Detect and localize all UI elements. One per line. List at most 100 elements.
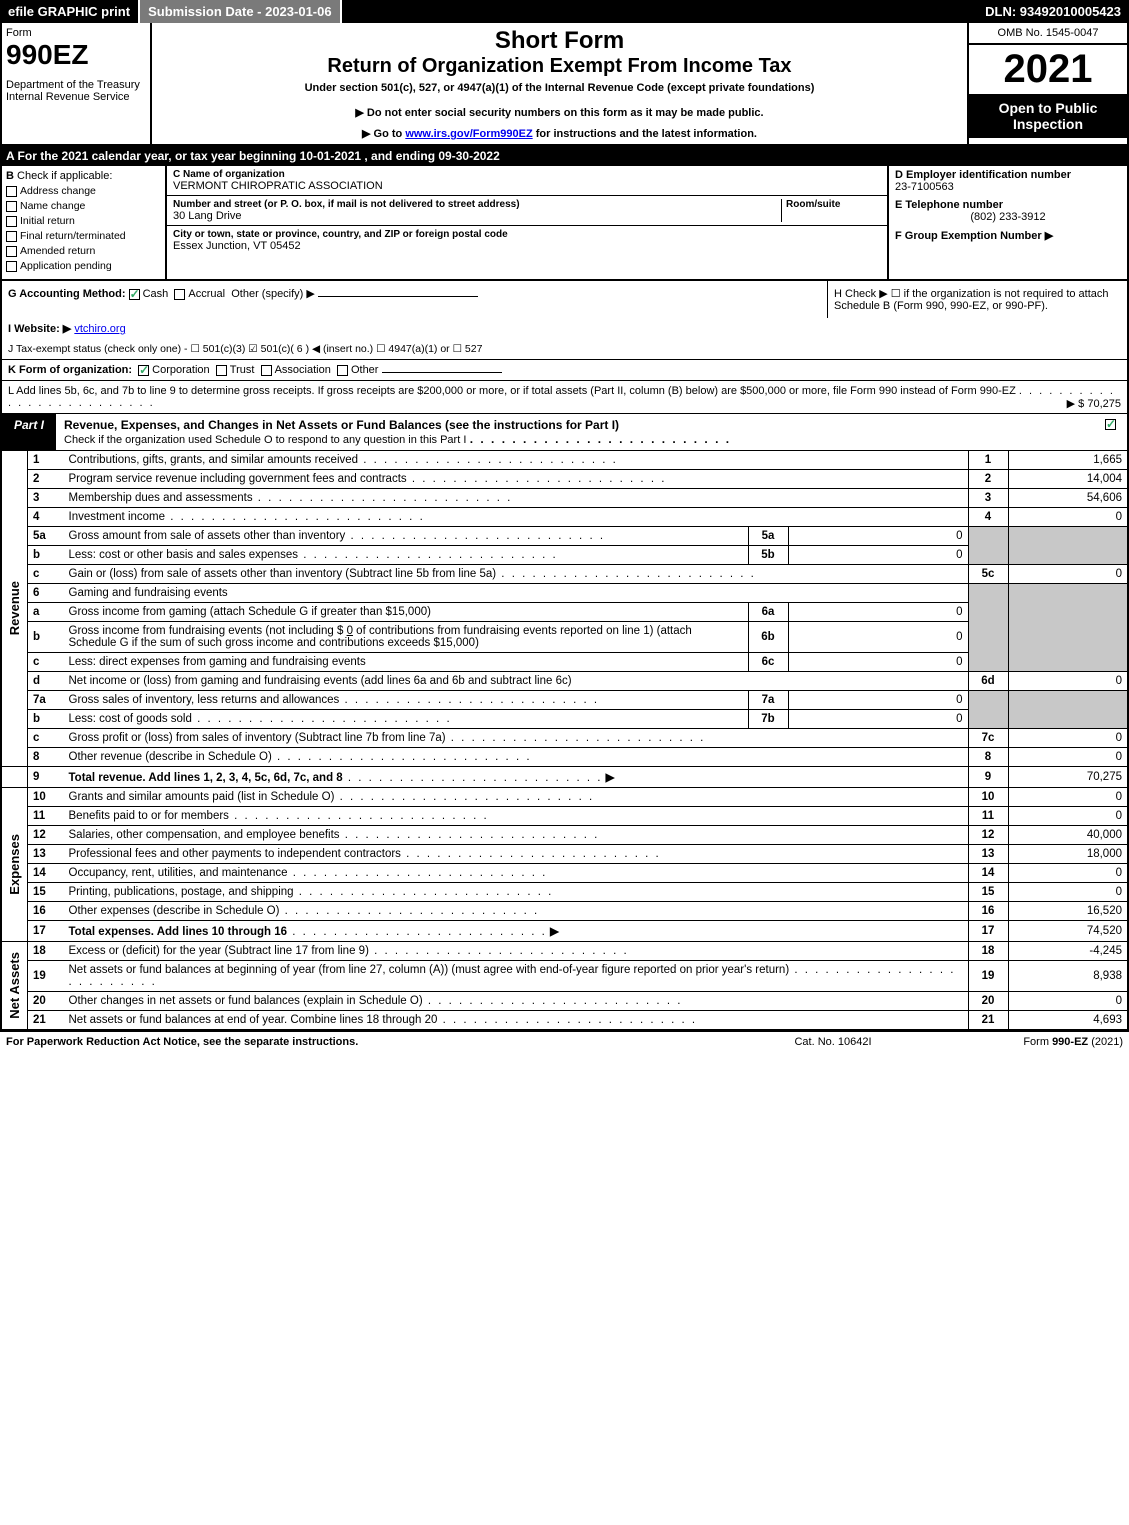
- g-accrual-check[interactable]: [174, 289, 185, 300]
- b-opt-amended[interactable]: Amended return: [6, 245, 161, 257]
- line-6a-sublbl: 6a: [748, 603, 788, 622]
- line-5a-num: 5a: [28, 527, 64, 546]
- g-other-blank[interactable]: [318, 296, 478, 297]
- line-13-box: 13: [968, 845, 1008, 864]
- line-18-box: 18: [968, 942, 1008, 961]
- c-city-lbl: City or town, state or province, country…: [173, 229, 881, 240]
- arrow-icon: ▶: [550, 926, 559, 938]
- goto-link[interactable]: www.irs.gov/Form990EZ: [405, 128, 532, 140]
- k-corp-check[interactable]: [138, 365, 149, 376]
- goto-pre: ▶ Go to: [362, 128, 405, 140]
- b-opt-initial-label: Initial return: [20, 215, 75, 227]
- b-opt-pending-label: Application pending: [20, 260, 112, 272]
- k-assoc: Association: [275, 364, 331, 376]
- line-20-desc: Other changes in net assets or fund bala…: [69, 995, 423, 1007]
- line-7a-num: 7a: [28, 691, 64, 710]
- k-assoc-check[interactable]: [261, 365, 272, 376]
- dln: DLN: 93492010005423: [977, 0, 1129, 23]
- return-title: Return of Organization Exempt From Incom…: [160, 55, 959, 78]
- line-13-desc: Professional fees and other payments to …: [69, 848, 401, 860]
- k-corp: Corporation: [152, 364, 209, 376]
- h-check: H Check ▶ ☐ if the organization is not r…: [827, 281, 1127, 318]
- g-cash-check[interactable]: [129, 289, 140, 300]
- b-opt-address[interactable]: Address change: [6, 185, 161, 197]
- line-5b-desc: Less: cost or other basis and sales expe…: [69, 549, 299, 561]
- revenue-table: Revenue 1Contributions, gifts, grants, a…: [0, 451, 1129, 1030]
- line-19-box: 19: [968, 961, 1008, 992]
- website-link[interactable]: vtchiro.org: [74, 323, 125, 335]
- b-opt-amended-label: Amended return: [20, 245, 95, 257]
- k-form-org: K Form of organization: Corporation Trus…: [0, 360, 1129, 381]
- ein-value: 23-7100563: [895, 181, 1121, 193]
- b-opt-pending[interactable]: Application pending: [6, 260, 161, 272]
- line-12-desc: Salaries, other compensation, and employ…: [69, 829, 340, 841]
- line-5a-desc: Gross amount from sale of assets other t…: [69, 530, 346, 542]
- part-i-checkbox[interactable]: [1097, 414, 1127, 450]
- l-amount: ▶ $ 70,275: [1067, 397, 1121, 410]
- k-trust-check[interactable]: [216, 365, 227, 376]
- j-status: J Tax-exempt status (check only one) - ☐…: [0, 339, 1129, 360]
- formv-post: (2021): [1088, 1036, 1123, 1048]
- line-20-num: 20: [28, 992, 64, 1011]
- k-other-check[interactable]: [337, 365, 348, 376]
- line-6a-subval: 0: [788, 603, 968, 622]
- line-8-desc: Other revenue (describe in Schedule O): [69, 751, 272, 763]
- line-5b-sublbl: 5b: [748, 546, 788, 565]
- line-21-num: 21: [28, 1011, 64, 1030]
- line-13-val: 18,000: [1008, 845, 1128, 864]
- line-5a-sublbl: 5a: [748, 527, 788, 546]
- col-c: C Name of organization VERMONT CHIROPRAT…: [167, 166, 887, 279]
- line-4-desc: Investment income: [69, 511, 166, 523]
- line-12-box: 12: [968, 826, 1008, 845]
- line-5b-subval: 0: [788, 546, 968, 565]
- line-6b-subval: 0: [788, 622, 968, 653]
- line-3-num: 3: [28, 489, 64, 508]
- omb-number: OMB No. 1545-0047: [969, 23, 1127, 45]
- open-inspection: Open to Public Inspection: [969, 94, 1127, 138]
- d-ein-lbl: D Employer identification number: [895, 169, 1121, 181]
- k-trust: Trust: [230, 364, 255, 376]
- line-4-val: 0: [1008, 508, 1128, 527]
- line-7a-desc: Gross sales of inventory, less returns a…: [69, 694, 340, 706]
- line-7c-num: c: [28, 729, 64, 748]
- line-19-desc: Net assets or fund balances at beginning…: [69, 964, 790, 976]
- line-9-desc: Total revenue. Add lines 1, 2, 3, 4, 5c,…: [69, 772, 343, 784]
- line-5c-box: 5c: [968, 565, 1008, 584]
- donot-warning: ▶ Do not enter social security numbers o…: [160, 106, 959, 119]
- revenue-side-label: Revenue: [7, 581, 22, 635]
- line-1-box: 1: [968, 451, 1008, 470]
- line-15-desc: Printing, publications, postage, and shi…: [69, 886, 294, 898]
- k-other-blank[interactable]: [382, 372, 502, 373]
- line-12-num: 12: [28, 826, 64, 845]
- line-12-val: 40,000: [1008, 826, 1128, 845]
- b-opt-final[interactable]: Final return/terminated: [6, 230, 161, 242]
- line-14-val: 0: [1008, 864, 1128, 883]
- line-10-val: 0: [1008, 788, 1128, 807]
- line-5c-num: c: [28, 565, 64, 584]
- b-hdr: B: [6, 170, 14, 182]
- line-7c-desc: Gross profit or (loss) from sales of inv…: [69, 732, 446, 744]
- e-tel: E Telephone number (802) 233-3912: [889, 196, 1127, 226]
- line-6c-sublbl: 6c: [748, 653, 788, 672]
- line-7a-sublbl: 7a: [748, 691, 788, 710]
- b-opt-name[interactable]: Name change: [6, 200, 161, 212]
- l-text: L Add lines 5b, 6c, and 7b to line 9 to …: [8, 385, 1016, 397]
- under-section: Under section 501(c), 527, or 4947(a)(1)…: [160, 82, 959, 94]
- efile-label: efile GRAPHIC print: [0, 0, 140, 23]
- line-11-box: 11: [968, 807, 1008, 826]
- line-7c-box: 7c: [968, 729, 1008, 748]
- line-4-box: 4: [968, 508, 1008, 527]
- line-6b-sublbl: 6b: [748, 622, 788, 653]
- line-6c-subval: 0: [788, 653, 968, 672]
- b-opt-initial[interactable]: Initial return: [6, 215, 161, 227]
- line-21-desc: Net assets or fund balances at end of ye…: [69, 1014, 438, 1026]
- line-15-val: 0: [1008, 883, 1128, 902]
- line-7b-desc: Less: cost of goods sold: [69, 713, 192, 725]
- part-i-label: Part I: [2, 414, 56, 450]
- line-18-num: 18: [28, 942, 64, 961]
- tel-value: (802) 233-3912: [895, 211, 1121, 223]
- paperwork-notice: For Paperwork Reduction Act Notice, see …: [6, 1036, 723, 1048]
- line-6-desc: Gaming and fundraising events: [64, 584, 969, 603]
- line-14-num: 14: [28, 864, 64, 883]
- part-i-title: Revenue, Expenses, and Changes in Net As…: [56, 414, 1097, 450]
